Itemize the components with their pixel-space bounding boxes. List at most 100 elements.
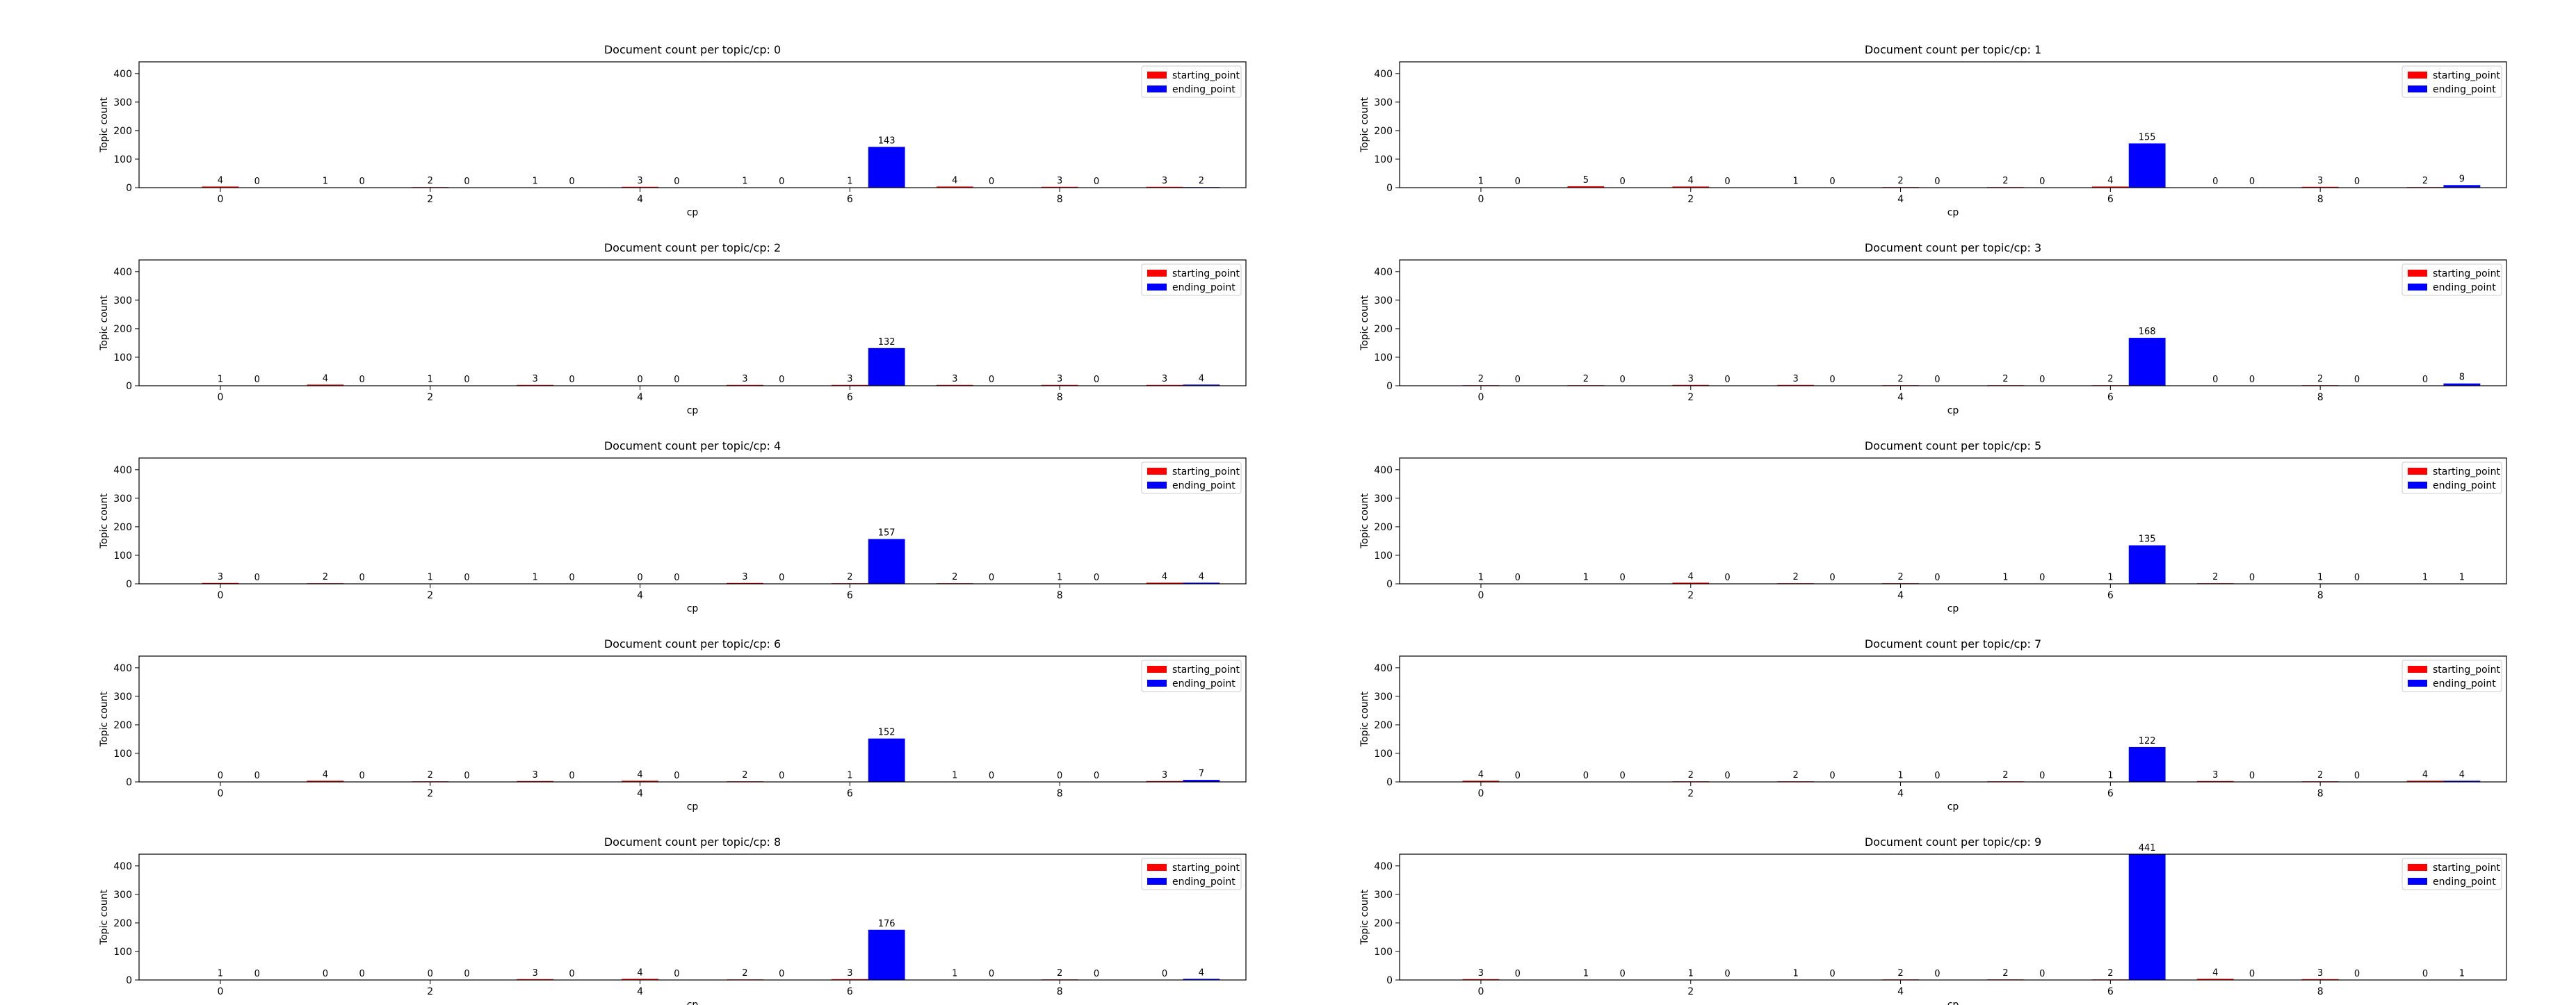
bar-label-ending_point-7: 0	[989, 177, 994, 187]
bar-label-starting_point-3: 2	[1793, 770, 1799, 781]
bar-label-starting_point-5: 3	[742, 572, 747, 582]
axes-frame	[138, 853, 1247, 981]
x-axis-label: cp	[687, 603, 699, 614]
bar-label-starting_point-4: 4	[637, 769, 642, 780]
y-tick-label: 100	[1374, 154, 1393, 165]
bar-label-starting_point-4: 0	[637, 573, 642, 583]
legend-label-starting_point: starting_point	[2433, 466, 2500, 477]
bar-label-ending_point-8: 0	[1094, 771, 1099, 781]
bar-label-starting_point-6: 3	[847, 968, 852, 979]
bar-label-ending_point-5: 0	[2039, 573, 2045, 583]
legend-swatch-ending_point	[2408, 680, 2427, 687]
x-tick-label: 2	[427, 986, 433, 997]
bar-label-ending_point-9: 7	[1199, 769, 1204, 779]
x-tick-label: 4	[1897, 194, 1904, 205]
y-tick-label: 100	[113, 550, 132, 562]
y-tick-label: 300	[113, 692, 132, 703]
legend-swatch-starting_point	[1147, 270, 1167, 277]
legend-swatch-starting_point	[2408, 270, 2427, 277]
x-tick-label: 4	[1897, 788, 1904, 799]
bar-label-ending_point-8: 0	[2354, 771, 2360, 781]
bar-label-ending_point-5: 0	[2039, 375, 2045, 385]
bar-label-ending_point-4: 0	[1934, 573, 1940, 583]
bar-starting_point-0	[202, 186, 239, 188]
bar-label-ending_point-3: 0	[569, 375, 574, 385]
legend-label-ending_point: ending_point	[2433, 678, 2496, 689]
bar-label-starting_point-7: 1	[952, 771, 957, 781]
x-tick-label: 6	[2107, 194, 2114, 205]
bar-label-starting_point-7: 0	[2212, 177, 2218, 187]
bar-starting_point-8	[2301, 186, 2339, 188]
bar-starting_point-0	[202, 582, 239, 584]
bar-label-starting_point-5: 2	[2002, 176, 2008, 186]
bar-label-starting_point-4: 2	[1897, 176, 1903, 186]
legend: starting_point ending_point	[2401, 65, 2502, 98]
bar-label-starting_point-2: 4	[1688, 571, 1694, 582]
y-tick-label: 300	[113, 97, 132, 108]
legend: starting_point ending_point	[1141, 858, 1242, 890]
bar-label-ending_point-1: 0	[359, 177, 365, 187]
bar-label-ending_point-4: 0	[674, 177, 679, 187]
bar-label-starting_point-5: 2	[2002, 968, 2008, 979]
bar-label-starting_point-4: 2	[1897, 968, 1903, 979]
bar-label-starting_point-7: 2	[952, 572, 957, 582]
legend-label-starting_point: starting_point	[2433, 863, 2500, 874]
y-tick-label: 400	[113, 861, 132, 872]
y-tick-label: 300	[1374, 97, 1393, 108]
bar-label-starting_point-3: 1	[1793, 177, 1799, 187]
y-axis-label: Topic count	[1359, 889, 1370, 945]
y-tick-label: 200	[1374, 918, 1393, 929]
legend-swatch-ending_point	[2408, 482, 2427, 489]
x-tick-label: 2	[1687, 194, 1694, 205]
x-tick-label: 8	[2317, 194, 2324, 205]
bar-label-ending_point-1: 0	[1620, 177, 1626, 187]
bar-label-ending_point-2: 0	[464, 177, 469, 187]
bar-ending_point-6	[868, 348, 905, 386]
bar-starting_point-5	[727, 384, 763, 386]
legend-swatch-ending_point	[1147, 482, 1167, 489]
bar-label-starting_point-8: 0	[1057, 771, 1062, 781]
chart-title: Document count per topic/cp: 5	[1865, 439, 2041, 452]
bar-label-ending_point-3: 0	[1829, 969, 1835, 979]
bar-label-ending_point-7: 0	[2249, 375, 2255, 385]
axes-frame	[1399, 61, 2507, 188]
bar-label-ending_point-0: 0	[254, 771, 260, 781]
x-tick-label: 8	[2317, 392, 2324, 403]
bar-label-starting_point-9: 0	[1162, 969, 1167, 979]
bar-label-starting_point-9: 3	[1162, 176, 1167, 186]
bar-label-ending_point-0: 0	[254, 177, 260, 187]
bar-label-ending_point-6: 122	[2139, 736, 2156, 746]
bar-label-starting_point-4: 2	[1897, 572, 1903, 582]
y-tick-label: 0	[1386, 777, 1393, 788]
bar-label-ending_point-3: 0	[1829, 573, 1835, 583]
bar-label-starting_point-6: 1	[2107, 771, 2113, 781]
y-tick-label: 200	[113, 126, 132, 137]
y-tick-label: 0	[126, 381, 132, 392]
x-tick-label: 6	[847, 590, 853, 601]
bar-label-starting_point-1: 4	[323, 769, 328, 780]
bar-label-ending_point-2: 0	[1724, 573, 1730, 583]
x-tick-label: 4	[1897, 392, 1904, 403]
bar-starting_point-4	[622, 979, 658, 980]
legend-label-ending_point: ending_point	[2433, 876, 2496, 888]
bar-ending_point-9	[2443, 383, 2481, 386]
x-tick-label: 0	[1477, 194, 1484, 205]
y-tick-label: 400	[1374, 663, 1393, 674]
y-axis-label: Topic count	[99, 295, 110, 351]
axes-frame	[138, 259, 1247, 386]
bar-label-ending_point-3: 0	[1829, 375, 1835, 385]
bar-label-ending_point-3: 0	[569, 969, 574, 979]
bar-label-ending_point-2: 0	[464, 771, 469, 781]
bar-label-starting_point-8: 2	[2317, 374, 2323, 384]
bar-label-starting_point-3: 1	[1793, 969, 1799, 979]
x-tick-label: 2	[427, 788, 433, 799]
bar-starting_point-9	[1146, 384, 1183, 386]
y-tick-label: 200	[1374, 522, 1393, 533]
bar-label-starting_point-2: 2	[1688, 770, 1694, 781]
x-axis-label: cp	[687, 999, 699, 1005]
subplot-cp-4: Document count per topic/cp: 4 3 2 1 1 0 3 2 2 1 4…	[99, 439, 1247, 614]
x-tick-label: 6	[2107, 788, 2114, 799]
x-tick-label: 4	[1897, 590, 1904, 601]
legend-label-ending_point: ending_point	[1172, 480, 1236, 491]
